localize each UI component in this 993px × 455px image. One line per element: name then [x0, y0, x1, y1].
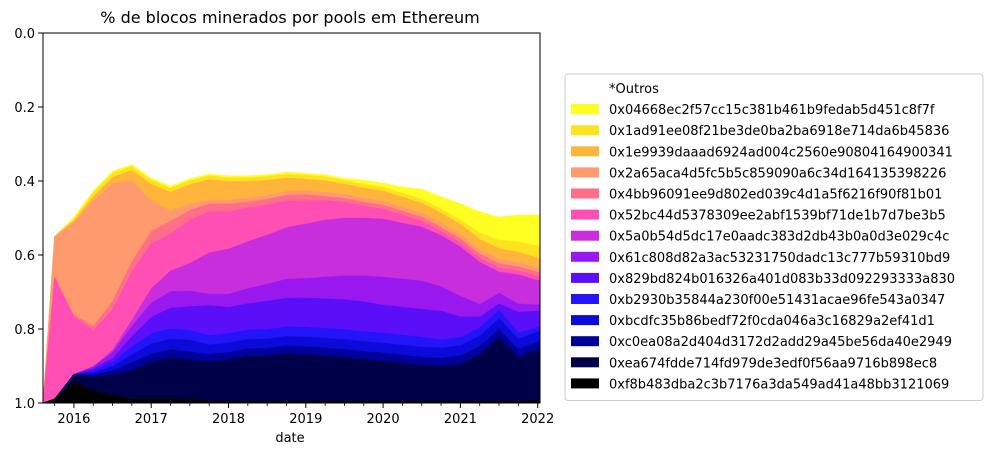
y-tick-label: 0.4: [14, 175, 35, 190]
legend-label: 0x1ad91ee08f21be3de0ba2ba6918e714da6b458…: [609, 124, 949, 139]
legend-swatch: [571, 251, 599, 262]
y-tick-label: 0.0: [14, 27, 35, 42]
legend-swatch: [571, 146, 599, 157]
legend-swatch: [571, 357, 599, 368]
legend-swatch: [571, 230, 599, 241]
legend-swatch: [571, 167, 599, 178]
x-tick-label: 2017: [135, 412, 168, 427]
legend-frame: [564, 73, 984, 401]
chart-title: % de blocos minerados por pools em Ether…: [100, 8, 479, 27]
legend-swatch: [571, 209, 599, 220]
plot-area: [43, 33, 540, 403]
legend-label: 0x2a65aca4d5fc5b5c859090a6c34d1641353982…: [609, 166, 946, 181]
plot-frame: [42, 32, 541, 404]
legend-swatch: [571, 104, 599, 115]
legend-label: 0x1e9939daaad6924ad004c2560e908041649003…: [609, 145, 953, 160]
legend-swatch: [571, 188, 599, 199]
legend-label: 0xc0ea08a2d404d3172d2add29a45be56da40e29…: [609, 335, 952, 350]
legend-swatch: [571, 125, 599, 136]
x-tick-label: 2019: [289, 412, 322, 427]
legend-swatch: [571, 378, 599, 389]
y-tick-label: 1.0: [14, 397, 35, 412]
legend-swatch: [571, 272, 599, 283]
legend-label: 0xea674fdde714fd979de3edf0f56aa9716b898e…: [609, 356, 937, 371]
legend-label: 0x61c808d82a3ac53231750dadc13c777b59310b…: [609, 251, 950, 266]
legend-label: 0xb2930b35844a230f00e51431acae96fe543a03…: [609, 293, 945, 308]
legend-label: 0x829bd824b016326a401d083b33d092293333a8…: [609, 272, 955, 287]
legend-label: 0x52bc44d5378309ee2abf1539bf71de1b7d7be3…: [609, 209, 946, 224]
legend: *Outros 0x04668ec2f57cc15c381b461b9fedab5…: [564, 73, 984, 401]
y-tick-label: 0.2: [14, 101, 35, 116]
legend-label: 0x04668ec2f57cc15c381b461b9fedab5d451c8f…: [609, 103, 935, 118]
legend-swatch: [571, 315, 599, 326]
y-tick-label: 0.6: [14, 249, 35, 264]
legend-swatch: [571, 83, 599, 93]
legend-label: *Outros: [609, 82, 659, 97]
x-tick-label: 2021: [444, 412, 477, 427]
x-tick-label: 2022: [521, 412, 554, 427]
y-tick-label: 0.8: [14, 323, 35, 338]
x-tick-label: 2018: [212, 412, 245, 427]
area-series-14: [43, 381, 540, 403]
legend-swatch: [571, 294, 599, 304]
x-axis-label: date: [275, 431, 304, 446]
x-tick-label: 2016: [57, 412, 90, 427]
x-tick-label: 2020: [367, 412, 400, 427]
legend-label: 0x5a0b54d5dc17e0aadc383d2db43b0a0d3e029c…: [609, 230, 949, 245]
legend-label: 0x4bb96091ee9d802ed039c4d1a5f6216f90f81b…: [609, 188, 942, 203]
axes: 0.0 0.2 0.4 0.6 0.8 1.0 2016 2017 2018 2019 2020 20…: [14, 27, 554, 427]
legend-swatch: [571, 336, 599, 347]
legend-label: 0xf8b483dba2c3b7176a3da549ad41a48bb31210…: [609, 377, 949, 392]
legend-label: 0xbcdfc35b86bedf72f0cda046a3c16829a2ef41…: [609, 314, 935, 329]
